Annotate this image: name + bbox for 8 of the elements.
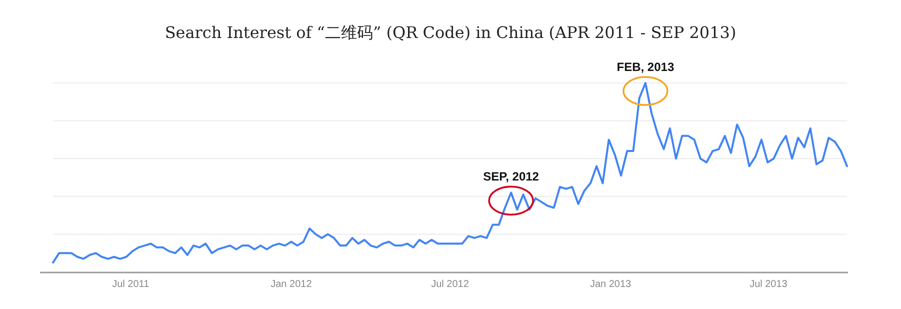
annotation: FEB, 2013 — [616, 60, 674, 74]
x-tick-label: Jul 2012 — [431, 279, 470, 290]
x-tick-label: Jul 2013 — [750, 279, 788, 290]
chart-title: Search Interest of “二维码” (QR Code) in China (APR 2011 - SEP 2013) — [164, 23, 736, 42]
x-tick-label: Jan 2012 — [270, 279, 312, 290]
x-tick-label: Jul 2011 — [112, 279, 150, 290]
x-tick-label: Jan 2013 — [590, 279, 632, 290]
annotation: SEP, 2012 — [483, 170, 540, 184]
